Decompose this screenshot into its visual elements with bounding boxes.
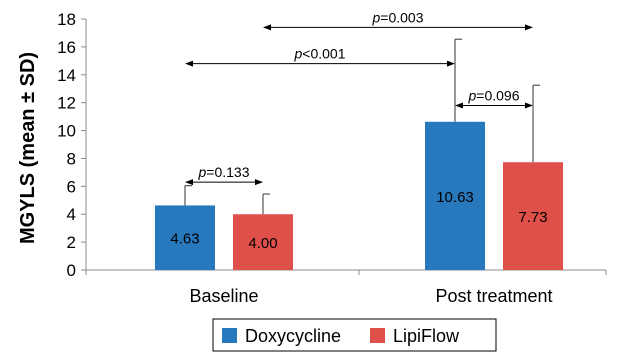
legend-label: LipiFlow <box>393 326 460 346</box>
legend-label: Doxycycline <box>245 326 341 346</box>
value-label: 7.73 <box>518 209 547 226</box>
legend-swatch-lipiflow <box>370 328 385 343</box>
y-tick-label: 4 <box>67 205 76 224</box>
y-axis-label: MGYLS (mean ± SD) <box>17 52 39 244</box>
p-value-label: p<0.001 <box>293 46 345 62</box>
value-label: 4.00 <box>248 235 277 252</box>
y-tick-label: 0 <box>67 261 76 280</box>
bar-lipiflow <box>503 162 563 270</box>
bar-doxycycline <box>155 205 215 270</box>
x-axis-categories: Baseline Post treatment <box>189 286 552 306</box>
y-tick-label: 18 <box>57 10 76 29</box>
p-value-label: p=0.003 <box>371 9 423 25</box>
y-tick-label: 12 <box>57 94 76 113</box>
value-labels: 4.63 10.63 4.00 7.73 <box>170 189 547 252</box>
p-value-label: p=0.096 <box>467 87 519 103</box>
bar-lipiflow <box>233 214 293 270</box>
legend: Doxycycline LipiFlow <box>212 318 497 352</box>
bars <box>155 121 563 270</box>
bar-doxycycline <box>425 121 485 270</box>
value-label: 10.63 <box>436 189 474 206</box>
error-bars <box>184 38 540 215</box>
category-label: Baseline <box>189 286 258 306</box>
p-value-label: p=0.133 <box>197 164 249 180</box>
legend-swatch-doxycycline <box>222 328 237 343</box>
y-axis: 0 2 4 6 8 10 12 14 16 18 <box>57 10 607 280</box>
y-tick-label: 2 <box>67 233 76 252</box>
significance-annotations: p=0.133 p<0.001 p=0.003 p=0.096 <box>185 9 533 186</box>
category-label: Post treatment <box>435 286 552 306</box>
y-tick-label: 16 <box>57 38 76 57</box>
legend-box <box>212 318 497 352</box>
y-tick-label: 6 <box>67 177 76 196</box>
y-tick-label: 10 <box>57 122 76 141</box>
value-label: 4.63 <box>170 231 199 248</box>
y-tick-label: 8 <box>67 149 76 168</box>
y-tick-label: 14 <box>57 66 76 85</box>
